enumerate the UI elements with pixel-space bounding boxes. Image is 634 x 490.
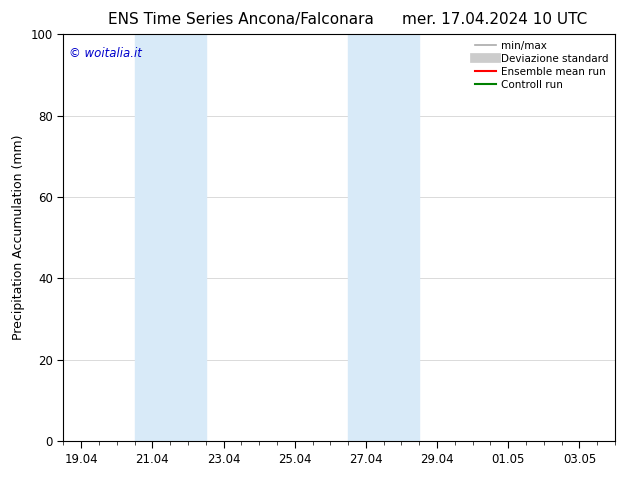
Bar (134, 34, 206, 441)
Bar (348, 34, 419, 441)
Legend: min/max, Deviazione standard, Ensemble mean run, Controll run: min/max, Deviazione standard, Ensemble m… (472, 37, 612, 93)
Text: mer. 17.04.2024 10 UTC: mer. 17.04.2024 10 UTC (402, 12, 587, 27)
Text: ENS Time Series Ancona/Falconara: ENS Time Series Ancona/Falconara (108, 12, 374, 27)
Text: © woitalia.it: © woitalia.it (69, 47, 142, 59)
Y-axis label: Precipitation Accumulation (mm): Precipitation Accumulation (mm) (12, 135, 25, 341)
